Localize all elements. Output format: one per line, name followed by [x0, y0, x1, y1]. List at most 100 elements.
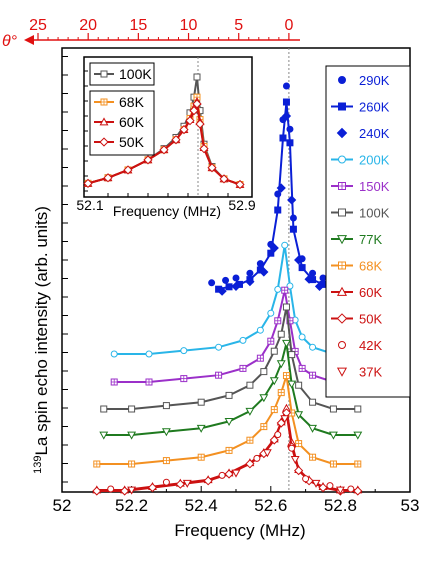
legend-entry-42k: 42K: [338, 338, 382, 353]
series-point-290k: [222, 276, 230, 284]
series-point-150k: [145, 378, 153, 386]
legend-marker-100k: [338, 208, 346, 217]
series-point-37k: [262, 449, 272, 458]
inset-x-tick-label-52-9: 52.9: [228, 197, 255, 213]
series-point-77k: [245, 407, 255, 416]
inset-series-point-50k: [185, 116, 195, 126]
inset-series-point-50k: [189, 105, 199, 116]
theta-tick-label-5: 5: [234, 17, 243, 34]
series-point-240k: [294, 255, 304, 265]
series-point-240k: [259, 267, 269, 277]
inset-series-point-50k: [179, 125, 189, 135]
legend-label-100k: 100K: [359, 206, 390, 221]
inset-x-tick-group: 52.1 52.9: [76, 193, 256, 213]
legend-entry-240k: 240K: [336, 126, 390, 141]
series-point-68k: [309, 453, 317, 461]
inset-legend-box-1: [89, 62, 155, 86]
series-point-68k: [162, 457, 170, 465]
theta-tick-group: 25 20 15 10 5 0: [29, 17, 293, 40]
series-point-50k: [269, 435, 279, 445]
series-point-42k: [288, 444, 296, 452]
series-point-290k: [282, 82, 290, 90]
series-point-240k: [231, 281, 241, 292]
legend-label-42k: 42K: [359, 338, 382, 353]
series-point-77k: [308, 424, 318, 433]
inset-legend-marker-60k: [99, 117, 109, 126]
legend-marker-260k: [338, 102, 346, 111]
inset-legend-entry-100k: 100K: [94, 66, 152, 82]
series-point-150k: [281, 286, 289, 294]
inset-legend-marker-50k: [99, 137, 109, 147]
legend-label-200k: 200K: [359, 153, 390, 168]
series-point-77k: [196, 424, 206, 433]
series-point-68k: [260, 423, 268, 431]
legend-marker-200k: [338, 155, 346, 164]
series-point-37k: [290, 456, 300, 465]
series-point-260k: [298, 264, 306, 272]
series-point-150k: [180, 375, 188, 383]
inset-legend: 100K 68K 60K 50K: [89, 62, 155, 156]
series-100k: [100, 303, 362, 413]
series-point-200k: [239, 336, 247, 344]
series-point-240k: [276, 183, 286, 193]
series-point-68k: [270, 406, 278, 414]
main-x-tick-group: 52 52.2 52.4 52.6 52.8 53: [53, 486, 419, 515]
series-point-240k: [269, 243, 279, 253]
inset-series-point-100k: [193, 73, 201, 81]
legend-entry-50k: 50K: [331, 312, 382, 327]
series-point-100k: [128, 405, 136, 413]
legend-marker-37k: [336, 367, 348, 377]
series-point-77k: [259, 394, 269, 403]
theta-axis-label: θ°: [2, 33, 18, 50]
series-point-260k: [279, 134, 287, 142]
series-point-150k: [274, 317, 282, 325]
series-point-42k: [326, 482, 334, 490]
series-point-50k: [353, 486, 363, 496]
legend-label-290k: 290K: [359, 73, 390, 88]
series-point-150k: [267, 337, 275, 345]
series-point-68k: [277, 389, 285, 397]
series-point-68k: [128, 460, 136, 468]
series-point-50k: [318, 482, 328, 493]
series-point-68k: [197, 453, 205, 461]
series-37k: [127, 415, 345, 495]
series-point-50k: [224, 469, 234, 479]
series-point-68k: [282, 372, 290, 380]
series-point-77k: [224, 418, 234, 427]
series-point-77k: [99, 431, 109, 440]
series-point-100k: [295, 381, 303, 389]
series-point-200k: [145, 350, 153, 358]
theta-tick-label-25: 25: [29, 17, 47, 34]
series-point-50k: [175, 479, 185, 489]
series-point-37k: [231, 469, 241, 478]
series-point-77k: [294, 411, 304, 420]
series-point-50k: [147, 482, 158, 493]
series-point-260k: [267, 249, 275, 257]
main-x-tick-label-52-4: 52.4: [185, 496, 218, 515]
series-point-240k: [304, 274, 314, 284]
legend-label-50k: 50K: [359, 312, 382, 327]
series-point-100k: [288, 351, 296, 359]
series-point-240k: [314, 281, 325, 292]
inset-series-point-50k: [103, 173, 113, 183]
legend-marker-290k: [338, 76, 346, 84]
series-point-100k: [354, 405, 362, 413]
series-point-50k: [294, 465, 304, 476]
series-240k: [217, 111, 335, 296]
series-point-100k: [270, 347, 278, 355]
legend-marker-240k: [336, 127, 348, 139]
theta-tick-label-10: 10: [180, 17, 198, 34]
main-x-tick-label-52-6: 52.6: [254, 496, 287, 515]
legend-entry-68k: 68K: [331, 259, 382, 274]
series-point-42k: [162, 478, 170, 486]
series-point-100k: [197, 398, 205, 406]
inset-series-group: [83, 73, 245, 190]
series-point-42k: [302, 475, 310, 483]
series-point-200k: [267, 309, 275, 317]
theta-axis: θ° 25 20 15 10 5 0: [2, 17, 300, 50]
theta-axis-arrow: [24, 35, 34, 45]
series-point-100k: [329, 405, 337, 413]
theta-tick-label-0: 0: [284, 17, 293, 34]
series-point-240k: [287, 195, 297, 205]
